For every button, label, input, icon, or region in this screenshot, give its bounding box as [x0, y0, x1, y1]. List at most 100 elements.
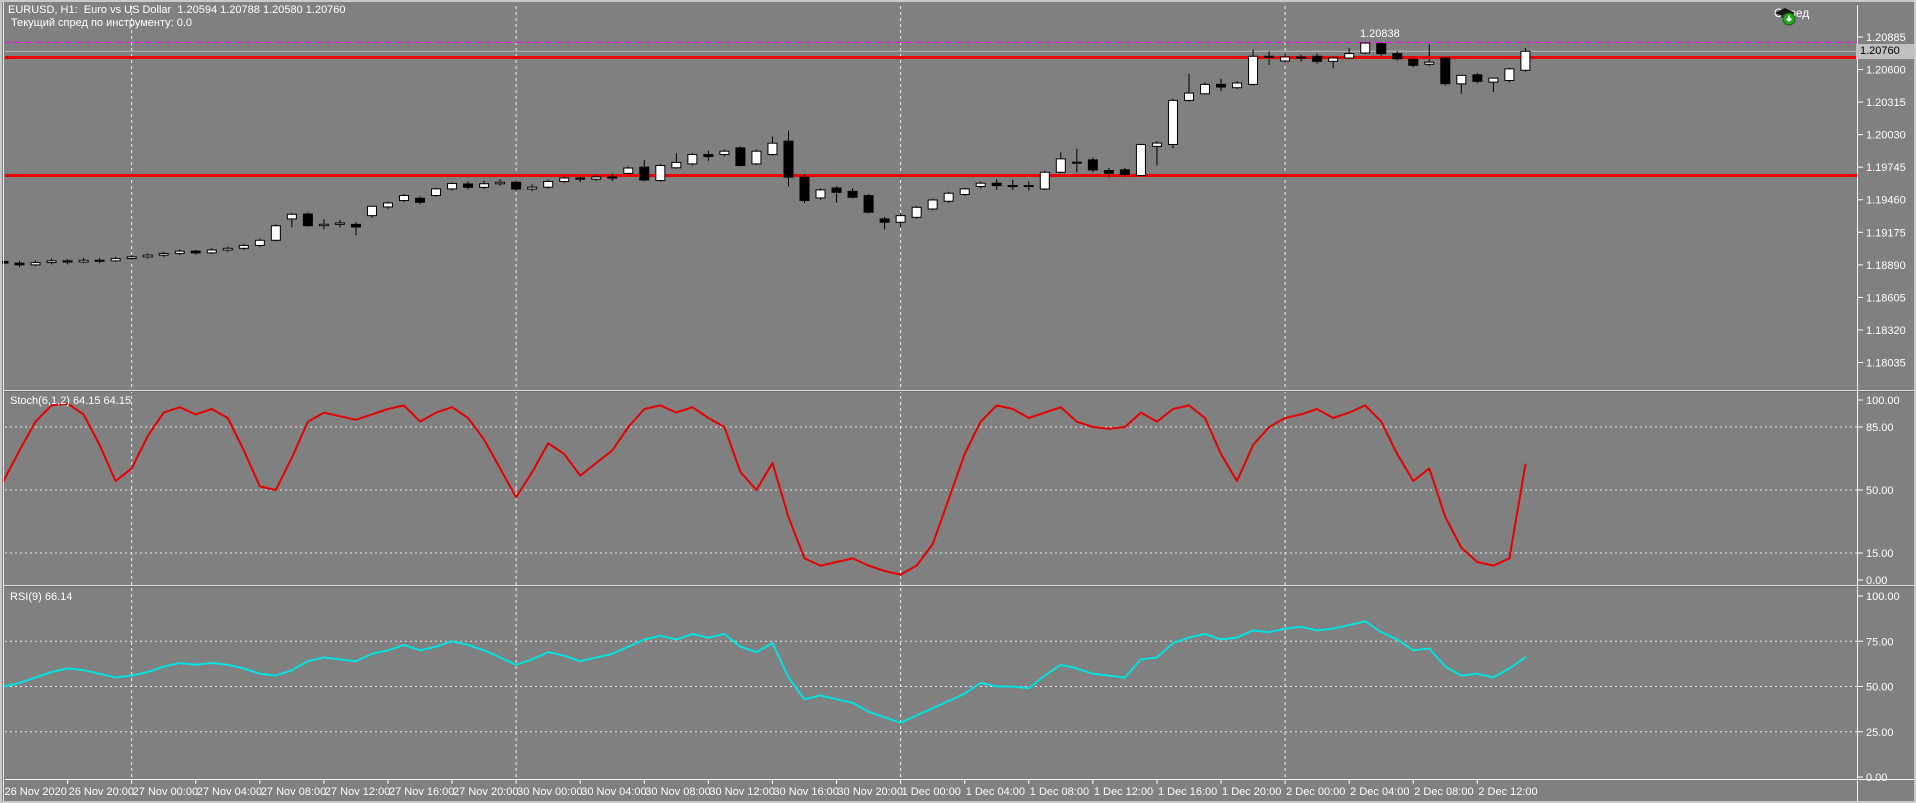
candle-bull: [206, 249, 217, 254]
candle-bull: [1424, 61, 1435, 65]
price-axis-label: 1.18320: [1866, 325, 1906, 337]
stoch-axis-label: 100.00: [1866, 395, 1900, 407]
stoch-line: [2, 402, 1527, 576]
rsi-indicator-label: RSI(9) 66.14: [10, 591, 73, 603]
time-axis-label: 26 Nov 2020: [5, 786, 67, 798]
candle-bull: [78, 259, 89, 263]
time-axis-label: 27 Nov 00:00: [133, 786, 198, 798]
time-axis-label: 2 Dec 08:00: [1414, 786, 1473, 798]
candle-bull: [1055, 158, 1066, 173]
time-axis-label: 1 Dec 00:00: [902, 786, 961, 798]
candle-bull: [318, 223, 329, 227]
candle-bull: [943, 192, 954, 202]
price-axis-label: 1.18890: [1866, 260, 1906, 272]
time-axis-label: 30 Nov 00:00: [517, 786, 582, 798]
high-price-label: 1.20838: [1360, 28, 1400, 40]
candle-bull: [158, 252, 169, 256]
candle-bull: [126, 256, 137, 260]
candle-bear: [1103, 170, 1114, 174]
candle-bull: [1488, 77, 1499, 83]
candle-bear: [799, 176, 810, 202]
candle-bull: [767, 142, 778, 156]
time-axis-label: 30 Nov 04:00: [581, 786, 646, 798]
price-axis-label: 1.19460: [1866, 195, 1906, 207]
candle-bull: [222, 247, 233, 251]
time-axis-label: 1 Dec 08:00: [1030, 786, 1089, 798]
candle-bear: [1408, 58, 1419, 66]
candle-bear: [879, 218, 890, 223]
time-axis-label: 30 Nov 12:00: [709, 786, 774, 798]
candle-bull: [1071, 161, 1082, 164]
current-price-tag: 1.20760: [1856, 44, 1914, 59]
candle-bull: [1520, 50, 1531, 71]
rsi-axis-label: 0.00: [1866, 772, 1887, 784]
candle-bull: [174, 250, 185, 254]
candle-bear: [14, 262, 25, 266]
price-axis-label: 1.20885: [1866, 32, 1906, 44]
candle-bear: [302, 213, 313, 227]
time-axis-label: 1 Dec 16:00: [1158, 786, 1217, 798]
candle-bull: [959, 188, 970, 195]
candle-bull: [1504, 68, 1515, 82]
stoch-axis-label: 0.00: [1866, 575, 1887, 587]
candle-bull: [30, 262, 41, 266]
stoch-axis-label: 50.00: [1866, 485, 1894, 497]
candle-bull: [110, 258, 121, 262]
candle-bull: [1328, 57, 1339, 62]
time-axis-label: 2 Dec 04:00: [1350, 786, 1409, 798]
candle-bear: [190, 250, 201, 254]
price-axis-label: 1.18605: [1866, 292, 1906, 304]
candle-bull: [543, 180, 554, 188]
candle-bull: [591, 176, 602, 180]
candle-bull: [927, 199, 938, 210]
candle-bull: [1344, 53, 1355, 59]
candle-bear: [735, 147, 746, 166]
candle-bull: [1167, 99, 1178, 145]
candle-bear: [1119, 169, 1130, 176]
time-axis-label: 27 Nov 16:00: [389, 786, 454, 798]
spread-info-text: Текущий спред по инструменту: 0.0: [11, 17, 193, 29]
candle-bear: [847, 190, 858, 198]
candle-bull: [46, 260, 57, 264]
stoch-axis-label: 15.00: [1866, 548, 1894, 560]
candle-bull: [382, 202, 393, 208]
candle-bull: [975, 182, 986, 188]
candle-bull: [238, 244, 249, 249]
price-axis-label: 1.19175: [1866, 227, 1906, 239]
candle-bear: [1472, 74, 1483, 82]
candle-bull: [1456, 74, 1467, 85]
candle-bull: [142, 254, 153, 258]
rsi-axis-label: 25.00: [1866, 727, 1894, 739]
candle-bull: [895, 215, 906, 223]
candle-bear: [863, 195, 874, 213]
candle-bear: [1296, 56, 1307, 59]
time-axis-label: 27 Nov 12:00: [325, 786, 390, 798]
candle-bull: [623, 167, 634, 174]
candle-bull: [687, 154, 698, 165]
price-axis-label: 1.20600: [1866, 65, 1906, 77]
time-axis-label: 2 Dec 12:00: [1478, 786, 1537, 798]
candle-bear: [703, 154, 714, 158]
price-axis-label: 1.19745: [1866, 162, 1906, 174]
candle-bull: [1183, 92, 1194, 101]
candle-bull: [1248, 55, 1259, 85]
time-axis-label: 1 Dec 20:00: [1222, 786, 1281, 798]
time-axis-label: 30 Nov 20:00: [838, 786, 903, 798]
candle-bull: [1200, 83, 1210, 95]
rsi-axis-label: 100.00: [1866, 591, 1900, 603]
candle-bear: [575, 177, 586, 180]
candle-bear: [415, 197, 426, 203]
candle-bear: [1376, 43, 1387, 55]
candle-bear: [831, 187, 842, 193]
candle-bear: [463, 183, 474, 188]
stoch-axis-label: 85.00: [1866, 422, 1894, 434]
candle-bear: [1440, 57, 1451, 85]
spread-widget[interactable]: Спред: [1774, 6, 1814, 26]
candle-bear: [2, 260, 9, 264]
candle-bull: [1135, 143, 1146, 177]
rsi-line: [2, 620, 1527, 724]
candle-bull: [751, 150, 762, 165]
